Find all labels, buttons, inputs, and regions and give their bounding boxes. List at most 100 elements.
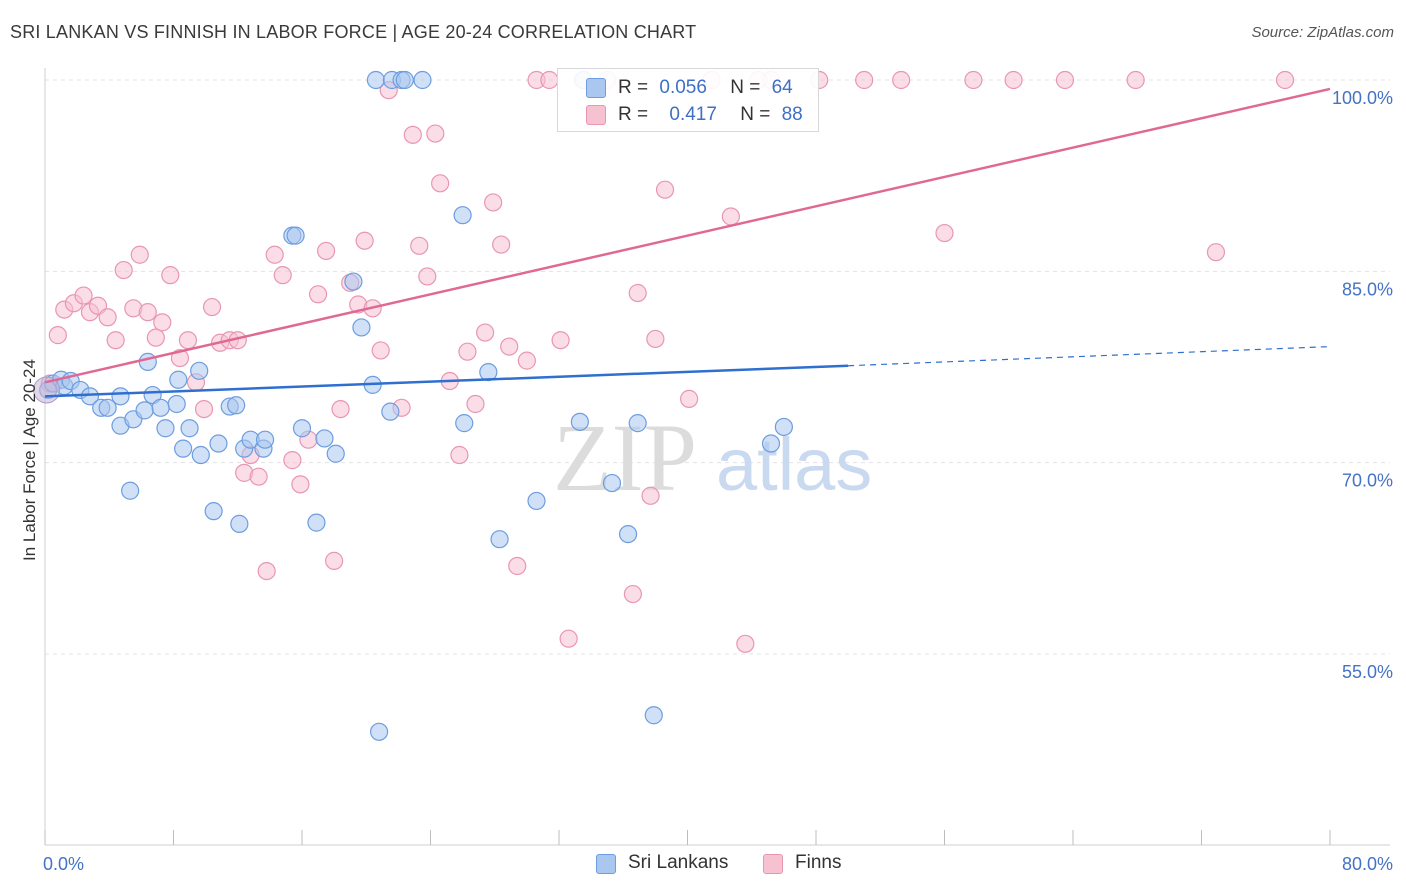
data-point (170, 348, 190, 368)
legend-label-sri-lankans: Sri Lankans (628, 852, 729, 873)
data-point (484, 193, 503, 212)
data-point (121, 481, 140, 500)
data-point (153, 313, 172, 332)
legend-r-label: R = (618, 77, 649, 98)
data-point (646, 329, 665, 349)
tick-labels: 55.0% 70.0% 85.0% 100.0% 0.0% 80.0% (43, 88, 1393, 874)
data-point (559, 629, 578, 648)
data-point (48, 326, 67, 345)
data-point (370, 722, 389, 741)
data-point (395, 70, 414, 90)
data-point (344, 272, 363, 291)
data-point (1004, 70, 1023, 90)
grid-lines (45, 79, 1390, 655)
data-point (98, 398, 117, 417)
data-point (431, 174, 450, 193)
data-point (257, 561, 276, 581)
finns-trend-line (44, 87, 1331, 384)
data-point (736, 634, 755, 653)
legend-n-value: 88 (781, 104, 803, 125)
data-point (410, 236, 429, 255)
data-point (194, 399, 214, 419)
trend-lines (44, 87, 1331, 398)
legend-n-label: N = (730, 77, 761, 98)
legend-n-value: 64 (771, 77, 793, 98)
sri-lankans-trend-line (44, 364, 849, 398)
data-point (602, 473, 622, 493)
legend-row-sri-lankans: R = 0.056 N = 64 (618, 77, 793, 99)
data-point (307, 513, 326, 532)
data-point (644, 706, 663, 725)
legend-swatch-sri-lankans (586, 78, 606, 98)
data-point (540, 70, 559, 90)
data-point (721, 207, 740, 226)
data-point (490, 530, 509, 549)
axes (44, 68, 1390, 846)
data-point (355, 231, 374, 250)
y-tick-label: 100.0% (1332, 88, 1393, 108)
data-point (167, 394, 186, 414)
data-point (326, 444, 345, 463)
legend-r-value: 0.417 (669, 104, 717, 125)
sri-lankans-trend-extension (848, 345, 1331, 367)
legend-item-sri-lankans: Sri Lankans (596, 852, 728, 874)
source-credit: Source: ZipAtlas.com (1251, 24, 1394, 41)
data-point (291, 475, 310, 494)
data-point (492, 235, 511, 254)
data-point (761, 434, 781, 453)
data-point (156, 419, 175, 438)
data-point (161, 266, 180, 285)
data-point (500, 337, 519, 356)
data-point (315, 429, 334, 448)
data-point (286, 226, 305, 245)
data-point (135, 401, 154, 420)
data-point (283, 451, 302, 470)
data-point (230, 514, 249, 533)
legend-item-finns: Finns (763, 852, 841, 874)
finns-points (40, 70, 1295, 653)
legend-swatch-finns (586, 105, 606, 125)
stats-legend: R = 0.056 N = 64 R = 0.417 N = 88 (557, 68, 819, 132)
data-point (381, 402, 400, 421)
data-point (151, 398, 170, 417)
data-point (641, 486, 660, 505)
x-tick-label: 80.0% (1342, 854, 1393, 874)
data-point (331, 399, 350, 419)
data-point (628, 414, 647, 433)
data-point (453, 206, 472, 225)
data-point (551, 331, 570, 350)
data-point (114, 260, 133, 280)
data-point (628, 283, 647, 303)
data-point (458, 342, 477, 361)
data-point (130, 245, 149, 264)
data-point (1055, 70, 1075, 90)
data-point (80, 387, 100, 406)
x-tick-label: 0.0% (43, 854, 84, 874)
data-point (1275, 70, 1295, 90)
data-point (146, 328, 165, 347)
data-point (204, 502, 223, 521)
data-point (180, 419, 199, 438)
data-point (774, 417, 793, 437)
data-point (403, 125, 422, 144)
data-point (527, 491, 546, 511)
data-point (371, 341, 390, 360)
data-point (935, 223, 954, 243)
data-point (255, 430, 275, 449)
legend-label-finns: Finns (795, 852, 842, 873)
data-point (249, 467, 268, 486)
data-point (680, 389, 699, 408)
data-point (74, 286, 93, 305)
data-point (138, 352, 157, 371)
legend-n-label: N = (740, 104, 771, 125)
data-point (618, 524, 638, 544)
data-point (466, 394, 485, 414)
data-point (325, 551, 344, 570)
data-point (111, 387, 130, 406)
legend-swatch-sri-lankans (596, 854, 616, 874)
data-point (169, 370, 188, 389)
data-point (178, 331, 198, 350)
data-point (1206, 243, 1226, 262)
data-point (227, 396, 246, 415)
